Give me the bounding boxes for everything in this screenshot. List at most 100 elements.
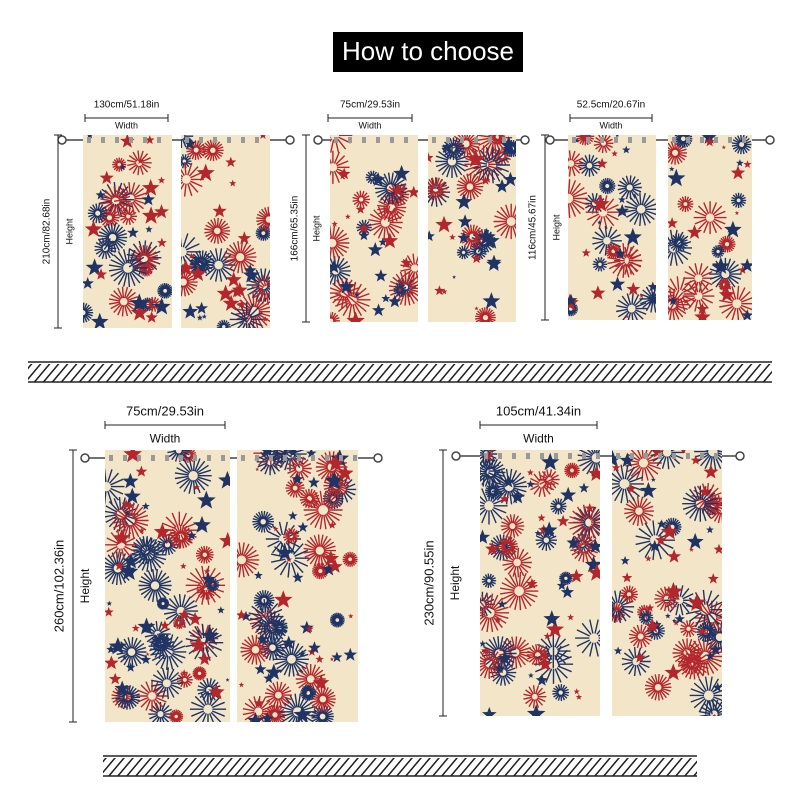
height-label: 230cm/90.55in xyxy=(421,540,436,625)
star xyxy=(528,672,534,678)
star xyxy=(181,259,195,276)
star xyxy=(217,606,225,614)
star xyxy=(157,176,166,184)
star xyxy=(354,292,360,298)
rod-finial xyxy=(285,135,295,145)
star xyxy=(358,230,370,241)
curtain-ring xyxy=(376,137,380,143)
star xyxy=(126,501,134,509)
firework xyxy=(100,186,131,217)
height-label: 260cm/102.36in xyxy=(51,540,66,633)
firework xyxy=(575,619,600,657)
curtain-pattern xyxy=(668,135,752,320)
height-caption: Height xyxy=(448,565,462,600)
height-caption: Height xyxy=(78,568,92,603)
star xyxy=(400,257,412,268)
firework xyxy=(592,257,608,272)
star xyxy=(247,712,264,722)
star xyxy=(590,285,606,300)
star xyxy=(480,529,491,544)
star xyxy=(237,299,247,309)
star xyxy=(726,226,734,233)
star xyxy=(131,624,140,632)
curtain-ring xyxy=(179,455,183,461)
star xyxy=(540,650,551,660)
star xyxy=(145,652,150,656)
star xyxy=(452,275,457,279)
star xyxy=(231,282,248,297)
curtain-ring xyxy=(213,137,217,143)
firework xyxy=(229,302,264,328)
star xyxy=(639,293,644,298)
star xyxy=(488,450,495,454)
star xyxy=(546,620,565,638)
curtain-pattern xyxy=(612,450,722,716)
star xyxy=(125,662,136,672)
firework xyxy=(628,624,653,649)
star xyxy=(537,513,546,522)
star xyxy=(345,213,351,220)
star xyxy=(686,532,704,549)
star xyxy=(707,573,719,584)
star xyxy=(183,137,197,150)
star xyxy=(274,590,293,608)
star xyxy=(668,168,686,187)
curtain-pattern xyxy=(83,135,172,328)
star xyxy=(255,467,260,471)
star xyxy=(189,636,208,653)
curtain-ring xyxy=(353,455,357,461)
star xyxy=(152,297,171,315)
star xyxy=(477,227,496,246)
star xyxy=(697,626,708,636)
firework xyxy=(620,585,638,604)
star xyxy=(330,259,342,274)
star xyxy=(499,493,510,503)
star xyxy=(218,470,230,489)
curtain-ring xyxy=(227,137,231,143)
star xyxy=(441,142,452,152)
star xyxy=(718,286,735,302)
star xyxy=(541,452,560,471)
star xyxy=(157,237,167,248)
star xyxy=(331,220,338,227)
star xyxy=(83,277,94,289)
width-caption: Width xyxy=(115,120,138,130)
star xyxy=(647,281,656,292)
curtain-ring xyxy=(151,455,155,461)
star xyxy=(127,226,139,238)
star xyxy=(225,677,230,682)
star xyxy=(180,669,188,676)
star xyxy=(135,465,148,477)
curtain-ring xyxy=(334,137,338,143)
firework xyxy=(252,510,274,533)
curtain-pattern xyxy=(105,450,230,722)
star xyxy=(383,207,389,213)
firework xyxy=(151,633,170,652)
width-caption: Width xyxy=(599,120,622,130)
curtain-ring xyxy=(221,455,225,461)
rod-finial xyxy=(520,135,530,145)
curtain-ring xyxy=(101,137,105,143)
star xyxy=(622,145,631,154)
title-box xyxy=(333,32,523,72)
width-label: 105cm/41.34in xyxy=(496,403,581,418)
firework xyxy=(500,514,525,538)
star xyxy=(281,635,296,649)
star xyxy=(95,268,108,280)
star xyxy=(188,611,203,626)
width-caption: Width xyxy=(358,120,381,130)
star xyxy=(743,160,752,168)
firework xyxy=(352,190,370,209)
curtain-pattern xyxy=(568,135,656,320)
star xyxy=(674,613,685,624)
firework xyxy=(456,173,484,201)
curtain-panel: 75cm/29.53in Width 260cm/102.36in Height xyxy=(51,403,383,723)
firework xyxy=(621,647,651,677)
star xyxy=(703,464,719,479)
star xyxy=(315,654,324,663)
firework xyxy=(299,488,320,509)
curtain-ring xyxy=(582,453,586,459)
star xyxy=(186,530,197,540)
floor-band xyxy=(103,755,697,777)
curtain-ring xyxy=(484,453,488,459)
